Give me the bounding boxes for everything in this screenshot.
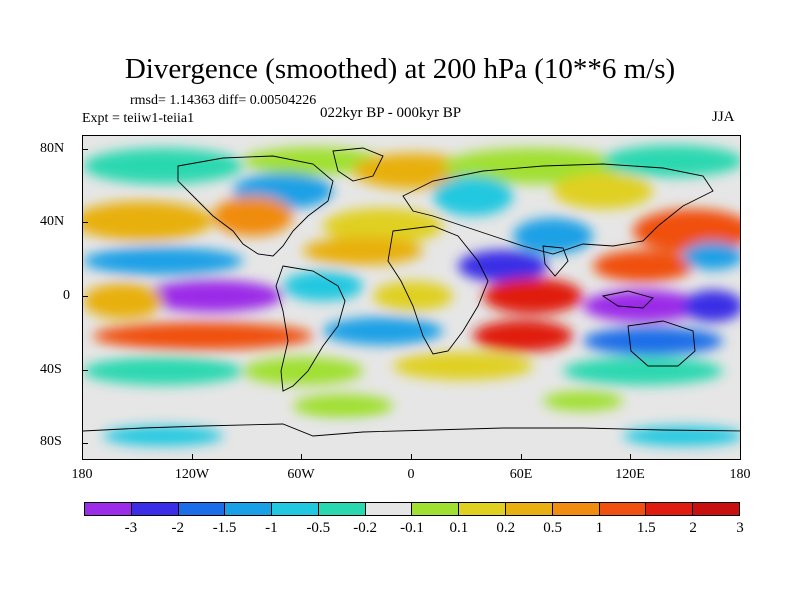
stats-text: rmsd= 1.14363 diff= 0.00504226 [130, 93, 317, 108]
lat-tickmark [82, 296, 88, 297]
lon-tickmark [521, 454, 522, 460]
colorbar [84, 502, 740, 516]
season-label: JJA [712, 109, 735, 125]
colorbar-swatch [178, 503, 226, 515]
colorbar-label: 0.5 [543, 520, 562, 536]
colorbar-label: 2 [689, 520, 697, 536]
coastlines [83, 147, 740, 437]
lat-tickmark [82, 443, 88, 444]
colorbar-swatch [506, 503, 553, 515]
colorbar-label: 0.1 [449, 520, 469, 536]
colorbar-swatch [552, 503, 600, 515]
lat-tick-40s: 40S [40, 362, 62, 377]
map-field [83, 136, 740, 459]
lon-tick-60w: 60W [287, 467, 315, 482]
colorbar-label: -1 [265, 520, 278, 536]
lat-tick-80n: 80N [40, 141, 65, 156]
lon-tick-180w: 180 [71, 467, 93, 482]
colorbar-swatch [365, 503, 413, 515]
colorbar-swatch [693, 503, 739, 515]
colorbar-swatch [599, 503, 647, 515]
lat-tick-0: 0 [63, 288, 70, 303]
colorbar-swatch [412, 503, 460, 515]
lat-tickmark [82, 370, 88, 371]
period-label: 022kyr BP - 000kyr BP [320, 105, 462, 121]
colorbar-label: -0.1 [400, 520, 424, 536]
colorbar-label: -1.5 [212, 520, 237, 536]
colorbar-swatch [272, 503, 319, 515]
colorbar-label: 1 [595, 520, 604, 536]
lon-tick-0: 0 [407, 467, 415, 482]
lon-tick-60e: 60E [509, 467, 533, 482]
experiment-label: Expt = teiiw1-teiia1 [82, 111, 195, 126]
colorbar-label: -2 [171, 520, 184, 536]
chart-title: Divergence (smoothed) at 200 hPa (10**6 … [124, 53, 676, 85]
colorbar-label: -0.2 [353, 520, 378, 536]
colorbar-swatch [225, 503, 273, 515]
colorbar-swatch [85, 503, 132, 515]
colorbar-swatch [131, 503, 179, 515]
colorbar-swatch [318, 503, 366, 515]
lat-tickmark [82, 149, 88, 150]
colorbar-label: -3 [124, 520, 138, 536]
lon-tickmark [411, 454, 412, 460]
lat-tick-80s: 80S [40, 434, 62, 449]
lon-tickmark [630, 454, 631, 460]
lon-tick-120w: 120W [174, 467, 210, 482]
lon-tick-180e: 180 [729, 467, 751, 482]
colorbar-label: -0.5 [306, 520, 331, 536]
lon-tickmark [301, 454, 302, 460]
divergence-field [83, 145, 740, 446]
lat-tick-40n: 40N [40, 214, 65, 229]
colorbar-label: 3 [736, 520, 744, 536]
lat-tickmark [82, 222, 88, 223]
colorbar-label: 0.2 [496, 520, 516, 536]
lon-tickmark [192, 454, 193, 460]
lon-tick-120e: 120E [615, 467, 645, 482]
colorbar-swatch [459, 503, 507, 515]
colorbar-label: 1.5 [636, 520, 656, 536]
colorbar-swatch [646, 503, 694, 515]
divergence-map [82, 135, 741, 460]
